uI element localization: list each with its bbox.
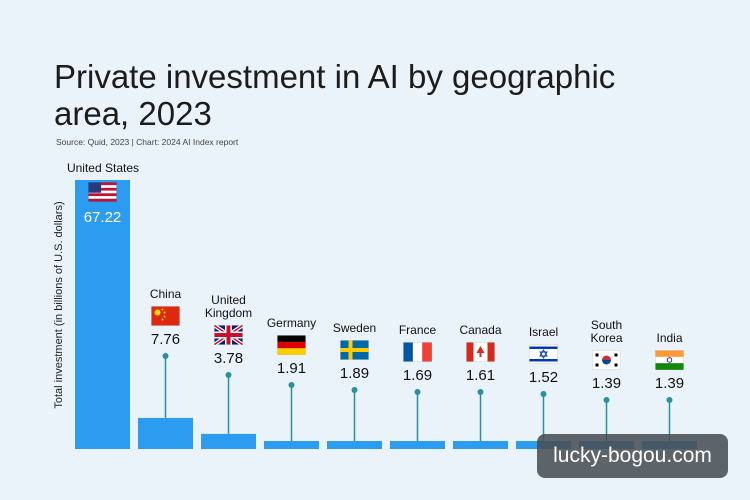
value-label: 3.78: [214, 350, 243, 367]
category-label: China: [150, 287, 182, 301]
china-flag-icon: [151, 306, 180, 326]
value-label: 1.69: [403, 367, 432, 384]
stem-dot: [414, 389, 421, 395]
bar: [453, 441, 508, 449]
bar: [201, 433, 256, 449]
value-label: 1.89: [340, 365, 369, 382]
category-label: India: [656, 331, 682, 345]
chart-title: Private investment in AI by geographic a…: [54, 58, 616, 132]
value-label: 1.39: [592, 375, 621, 392]
category-label: Germany: [267, 316, 316, 330]
uk-flag-icon: [213, 323, 244, 347]
france-flag-icon: [403, 342, 432, 362]
category-label: United: [211, 293, 246, 307]
bar-group-israel: 1.52 Israel: [516, 325, 571, 449]
bar: [75, 180, 130, 449]
category-label: Canada: [459, 323, 501, 337]
category-label: South: [591, 318, 622, 332]
bar: [138, 417, 193, 449]
stem-dot: [288, 382, 295, 388]
y-axis-label: Total investment (in billions of U.S. do…: [53, 201, 65, 408]
watermark: lucky-bogou.com: [537, 434, 728, 478]
value-label: 1.91: [277, 360, 306, 377]
us-flag-icon: [88, 182, 117, 202]
stem-dot: [540, 391, 547, 397]
bar-group-germany: 1.91 Germany: [264, 316, 319, 449]
bar: [390, 441, 445, 449]
bar: [264, 441, 319, 449]
bar: [327, 441, 382, 449]
stem-dot: [351, 387, 358, 393]
sweden-flag-icon: [340, 340, 369, 360]
stem-dot: [603, 397, 610, 403]
value-label: 1.39: [655, 375, 684, 392]
value-label: 1.52: [529, 369, 558, 386]
category-label: Israel: [529, 325, 558, 339]
category-label: France: [399, 323, 437, 337]
stem-dot: [225, 372, 232, 378]
value-label: 67.22: [84, 209, 122, 226]
bar-group-india: 1.39 India: [642, 331, 697, 449]
bar-group-sweden: 1.89 Sweden: [327, 321, 382, 449]
israel-flag-icon: [529, 344, 558, 364]
stem-dot: [477, 389, 484, 395]
category-label: Korea: [590, 331, 622, 345]
south-korea-flag-icon: [592, 350, 621, 370]
stem-dot: [162, 353, 169, 359]
germany-flag-icon: [277, 335, 306, 355]
bar-group-canada: 1.61 Canada: [453, 323, 508, 449]
value-label: 1.61: [466, 367, 495, 384]
chart-source: Source: Quid, 2023 | Chart: 2024 AI Inde…: [56, 137, 239, 147]
bar-group-china: 7.76 China: [138, 287, 193, 449]
value-label: 7.76: [151, 331, 180, 348]
canada-flag-icon: [466, 342, 495, 362]
category-label: United States: [67, 161, 139, 175]
category-label: Sweden: [333, 321, 376, 335]
stem-dot: [666, 397, 673, 403]
bar-group-united-states: United States 67.22: [67, 161, 139, 449]
bar-group-france: 1.69 France: [390, 323, 445, 449]
category-label: Kingdom: [205, 306, 252, 320]
india-flag-icon: [655, 350, 684, 370]
